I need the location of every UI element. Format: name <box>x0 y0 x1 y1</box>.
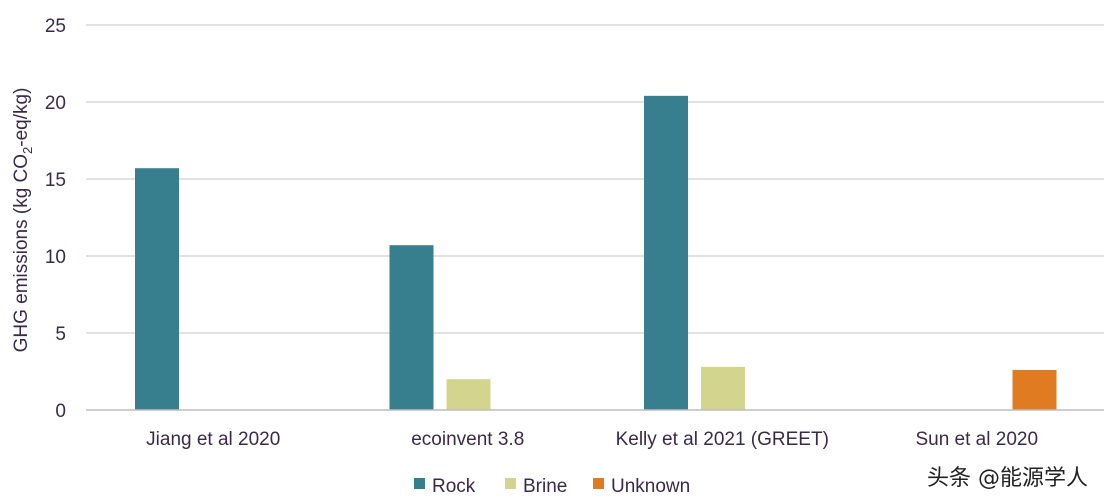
y-axis-label-part-1: GHG emissions (kg CO <box>11 154 32 352</box>
category-label-3: Sun et al 2020 <box>915 429 1038 450</box>
bar-rock-1 <box>389 245 434 410</box>
bars <box>135 95 1057 410</box>
y-tick-label-15: 15 <box>45 170 66 191</box>
category-label-0: Jiang et al 2020 <box>146 429 280 450</box>
legend: Rock Brine Unknown <box>414 476 690 497</box>
y-axis-label-subscript: 2 <box>20 147 35 154</box>
legend-label-rock: Rock <box>432 476 476 497</box>
bar-unknown-3 <box>1012 369 1057 410</box>
y-tick-label-10: 10 <box>45 247 66 268</box>
legend-swatch-brine <box>505 478 516 489</box>
category-label-1: ecoinvent 3.8 <box>411 429 524 450</box>
x-axis-categories: Jiang et al 2020 ecoinvent 3.8 Kelly et al… <box>146 429 1038 450</box>
bar-brine-1 <box>446 379 491 410</box>
y-tick-label-5: 5 <box>55 324 66 345</box>
watermark: 头条 @能源学人 <box>927 466 1088 491</box>
bar-rock-0 <box>135 168 179 410</box>
y-tick-label-0: 0 <box>55 401 66 422</box>
legend-label-brine: Brine <box>523 476 567 497</box>
legend-label-unknown: Unknown <box>611 476 690 497</box>
y-tick-label-20: 20 <box>45 93 66 114</box>
y-axis-label-part-2: -eq/kg) <box>11 88 32 147</box>
bar-brine-2 <box>701 366 745 410</box>
y-axis-label: GHG emissions (kg CO2-eq/kg) <box>11 88 35 353</box>
y-tick-label-25: 25 <box>45 16 66 37</box>
y-axis-ticks: 0 5 10 15 20 25 <box>45 16 66 422</box>
category-label-2: Kelly et al 2021 (GREET) <box>616 429 829 450</box>
legend-swatch-unknown <box>593 478 604 489</box>
bar-rock-2 <box>644 95 688 410</box>
gridlines <box>86 24 1104 334</box>
legend-swatch-rock <box>414 478 425 489</box>
